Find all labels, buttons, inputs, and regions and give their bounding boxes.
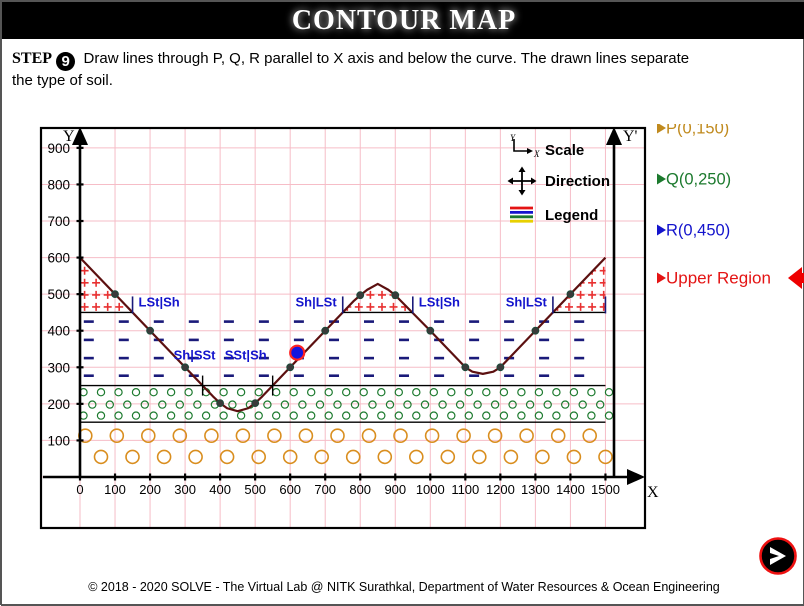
svg-text:Sh|LSt: Sh|LSt (295, 294, 337, 309)
svg-text:1000: 1000 (416, 482, 445, 497)
svg-text:500: 500 (47, 287, 70, 302)
svg-text:1500: 1500 (591, 482, 620, 497)
svg-text:1200: 1200 (486, 482, 515, 497)
svg-text:400: 400 (47, 324, 70, 339)
svg-text:1300: 1300 (521, 482, 550, 497)
svg-text:Sh|SSt: Sh|SSt (174, 347, 217, 362)
svg-text:LSt|Sh: LSt|Sh (419, 294, 460, 309)
svg-text:800: 800 (47, 177, 70, 192)
svg-text:500: 500 (244, 482, 266, 497)
svg-text:200: 200 (139, 482, 161, 497)
svg-text:900: 900 (384, 482, 406, 497)
svg-text:Q(0,250): Q(0,250) (666, 171, 731, 189)
svg-text:R(0,450): R(0,450) (666, 222, 730, 240)
svg-text:LSt|Sh: LSt|Sh (139, 294, 180, 309)
svg-text:600: 600 (47, 251, 70, 266)
svg-text:P(0,150): P(0,150) (666, 124, 729, 138)
svg-text:100: 100 (47, 433, 70, 448)
svg-text:Sh|LSt: Sh|LSt (506, 294, 548, 309)
svg-text:1400: 1400 (556, 482, 585, 497)
svg-text:600: 600 (279, 482, 301, 497)
svg-text:300: 300 (47, 360, 70, 375)
svg-text:700: 700 (47, 214, 70, 229)
svg-text:200: 200 (47, 397, 70, 412)
svg-text:300: 300 (174, 482, 196, 497)
svg-text:Y': Y' (623, 128, 638, 145)
svg-text:SSt|Sh: SSt|Sh (225, 347, 267, 362)
svg-text:X: X (533, 149, 540, 159)
svg-text:100: 100 (104, 482, 126, 497)
svg-text:Direction: Direction (545, 173, 610, 190)
svg-text:900: 900 (47, 141, 70, 156)
svg-text:0: 0 (76, 482, 83, 497)
svg-text:700: 700 (314, 482, 336, 497)
svg-text:X: X (647, 484, 659, 501)
svg-text:Legend: Legend (545, 207, 598, 224)
svg-text:800: 800 (349, 482, 371, 497)
svg-text:1100: 1100 (451, 482, 479, 497)
svg-text:Upper Region: Upper Region (666, 269, 771, 288)
svg-text:Scale: Scale (545, 142, 584, 159)
svg-text:400: 400 (209, 482, 231, 497)
